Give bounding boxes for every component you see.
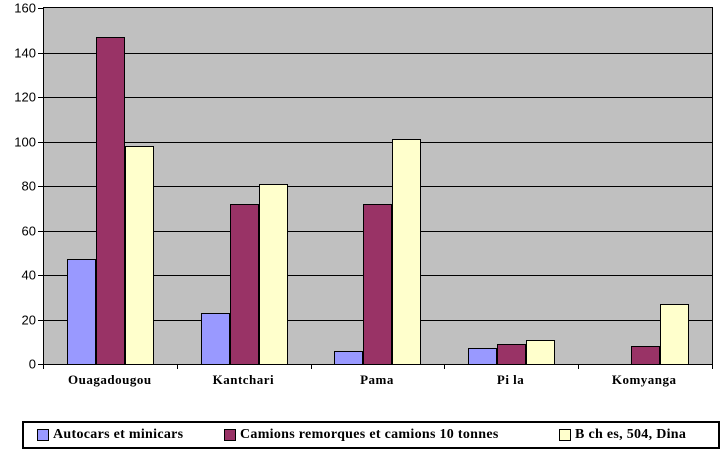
legend-label: Autocars et minicars [53, 427, 184, 442]
y-axis-tick [38, 8, 43, 9]
gridline [44, 141, 712, 143]
y-axis-label: 0 [28, 356, 36, 372]
x-axis-label: Pama [360, 372, 394, 387]
y-axis-label: 100 [14, 134, 36, 149]
bar-s1-c1 [67, 259, 97, 364]
x-axis-tick [311, 365, 312, 369]
y-axis-label: 120 [14, 89, 36, 105]
bar-s1-c4 [468, 348, 498, 364]
bar-s2-c1 [96, 37, 126, 364]
y-axis-tick [38, 52, 43, 54]
legend-swatch-icon [37, 429, 49, 441]
x-axis-label: Kantchari [212, 372, 275, 387]
x-axis-tick [444, 365, 445, 369]
bar-s3-c3 [392, 139, 422, 364]
y-axis-label: 20 [21, 312, 36, 327]
legend-item-1: Autocars et minicars [37, 427, 183, 443]
bar-s1-c2 [200, 313, 230, 364]
y-axis-tick [38, 97, 43, 98]
y-axis-tick [38, 319, 43, 321]
bar-group-2 [178, 8, 312, 364]
y-axis-tick [38, 364, 43, 365]
x-axis-tick [177, 365, 178, 369]
bar-s1-c3 [334, 351, 364, 364]
bar-group-5 [578, 8, 712, 364]
x-axis-label: Komyanga [611, 372, 677, 387]
legend-swatch-icon [559, 429, 571, 441]
y-axis-tick [38, 230, 43, 232]
bar-s2-c2 [229, 204, 259, 364]
legend-label: Camions remorques et camions 10 tonnes [240, 427, 499, 442]
bar-s3-c1 [125, 146, 155, 364]
legend: Autocars et minicars Camions remorques et… [22, 421, 720, 449]
bar-group-1 [44, 8, 178, 364]
bar-s3-c5 [659, 304, 689, 364]
y-axis-tick [38, 141, 43, 143]
y-axis-label: 60 [21, 223, 36, 238]
legend-swatch-icon [224, 429, 236, 441]
y-axis-label: 140 [14, 45, 36, 60]
y-axis-label: 160 [14, 0, 36, 16]
legend-item-2: Camions remorques et camions 10 tonnes [224, 427, 499, 443]
x-axis-tick [578, 365, 579, 369]
x-axis-label: Pi la [496, 372, 525, 387]
y-axis-label: 80 [21, 178, 36, 194]
bar-s3-c4 [526, 340, 556, 364]
y-axis-label: 40 [21, 267, 36, 283]
bar-group-4 [445, 8, 579, 364]
bar-s2-c4 [497, 344, 527, 364]
y-axis-tick [38, 275, 43, 276]
bar-s3-c2 [258, 184, 288, 364]
plot-area [43, 7, 713, 365]
bar-s2-c5 [630, 346, 660, 364]
gridline [44, 52, 712, 54]
x-axis-tick [712, 365, 713, 369]
gridline [44, 186, 712, 187]
y-axis-tick [38, 186, 43, 187]
legend-item-3: B ch es, 504, Dina [559, 427, 686, 443]
x-axis-label: Ouagadougou [68, 372, 152, 387]
gridline [44, 97, 712, 98]
x-axis-tick [43, 365, 44, 369]
legend-label: B ch es, 504, Dina [575, 427, 687, 442]
bar-group-3 [311, 8, 445, 364]
bar-s2-c3 [363, 204, 393, 364]
